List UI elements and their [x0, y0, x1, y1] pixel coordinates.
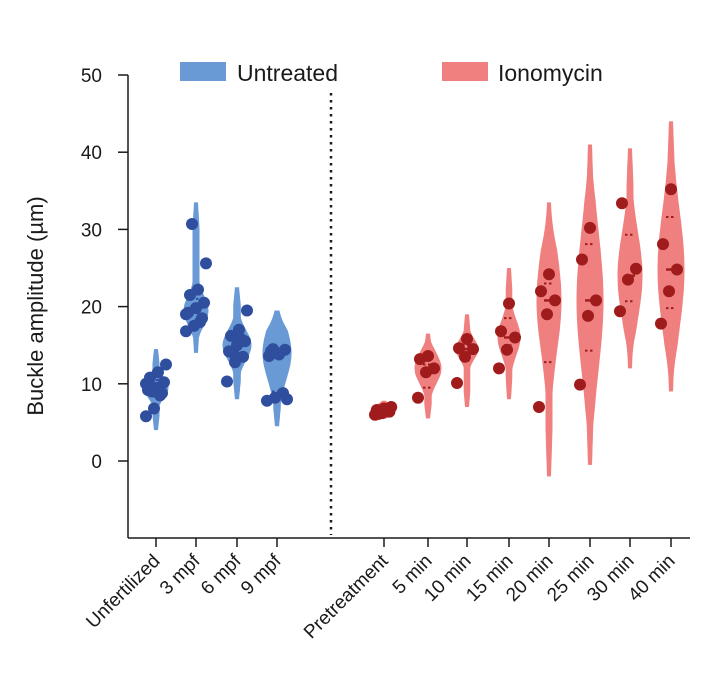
- data-point: [543, 268, 555, 281]
- y-tick-label: 0: [91, 452, 102, 473]
- category-label-pretreatment: Pretreatment: [300, 550, 393, 643]
- data-point: [582, 309, 594, 322]
- data-point: [233, 323, 245, 336]
- data-point: [160, 358, 172, 371]
- data-point: [158, 376, 170, 389]
- y-axis-title: Buckle amplitude (µm): [23, 196, 48, 415]
- y-tick-label: 50: [81, 66, 102, 87]
- data-point: [194, 316, 206, 328]
- data-point: [148, 402, 160, 415]
- data-point: [495, 325, 507, 338]
- violin-40-min: [657, 121, 685, 392]
- data-point: [198, 296, 210, 309]
- data-point: [221, 375, 233, 388]
- data-point: [576, 253, 588, 266]
- data-point: [459, 350, 471, 363]
- data-point: [533, 401, 545, 413]
- data-point: [541, 308, 553, 321]
- violin-9-mpf: [262, 310, 292, 427]
- data-point: [467, 343, 479, 356]
- data-point: [584, 221, 596, 234]
- data-points: [140, 183, 683, 423]
- data-point: [549, 294, 561, 307]
- legend-label-untreated: Untreated: [237, 60, 338, 86]
- legend-swatch-ionomycin: [442, 62, 488, 81]
- data-point: [385, 401, 398, 413]
- violins: [143, 121, 685, 477]
- data-point: [180, 308, 192, 321]
- data-point: [622, 273, 634, 286]
- data-point: [235, 333, 247, 345]
- data-point: [140, 377, 152, 390]
- data-point: [422, 350, 434, 362]
- data-point: [503, 297, 515, 310]
- data-point: [535, 285, 547, 298]
- data-point: [152, 366, 164, 379]
- data-point: [663, 285, 675, 298]
- data-point: [200, 257, 212, 270]
- data-point: [140, 410, 152, 423]
- y-tick-label: 30: [81, 220, 102, 241]
- data-point: [237, 350, 249, 363]
- data-point: [227, 346, 239, 359]
- legend: Untreated Ionomycin: [180, 60, 603, 86]
- data-point: [372, 407, 385, 420]
- violin-15-min: [497, 268, 521, 400]
- category-label-40-min: 40 min: [624, 551, 679, 606]
- axes: 0 10 20 30 40 50 Buckle amplitude (µm): [23, 66, 690, 539]
- category-label-3-mpf: 3 mpf: [156, 550, 205, 599]
- data-point: [453, 342, 465, 355]
- data-point: [281, 393, 293, 406]
- data-point: [574, 378, 586, 391]
- data-point: [614, 305, 626, 318]
- data-point: [192, 283, 204, 296]
- legend-swatch-untreated: [180, 62, 226, 81]
- data-point: [461, 333, 473, 345]
- y-tick-label: 40: [81, 143, 102, 164]
- violin-20-min: [536, 202, 562, 477]
- data-point: [412, 391, 424, 404]
- data-point: [665, 183, 677, 196]
- category-label-unfertilized: Unfertilized: [82, 551, 164, 633]
- data-point: [509, 331, 521, 344]
- category-label-9-mpf: 9 mpf: [237, 550, 286, 599]
- data-point: [428, 362, 440, 375]
- data-point: [655, 317, 667, 330]
- violin-30-min: [617, 148, 643, 369]
- y-tick-label: 20: [81, 298, 102, 319]
- data-point: [493, 362, 505, 375]
- data-point: [657, 238, 669, 251]
- data-point: [241, 304, 253, 317]
- category-label-6-mpf: 6 mpf: [197, 550, 246, 599]
- data-point: [501, 343, 513, 356]
- data-point: [590, 294, 602, 307]
- data-point: [451, 377, 463, 389]
- data-point: [154, 389, 166, 402]
- data-point: [630, 262, 642, 275]
- data-point: [186, 218, 198, 230]
- y-tick-label: 10: [81, 375, 102, 396]
- legend-label-ionomycin: Ionomycin: [498, 60, 603, 86]
- data-point: [616, 197, 628, 210]
- data-point: [267, 343, 279, 356]
- data-point: [671, 263, 683, 276]
